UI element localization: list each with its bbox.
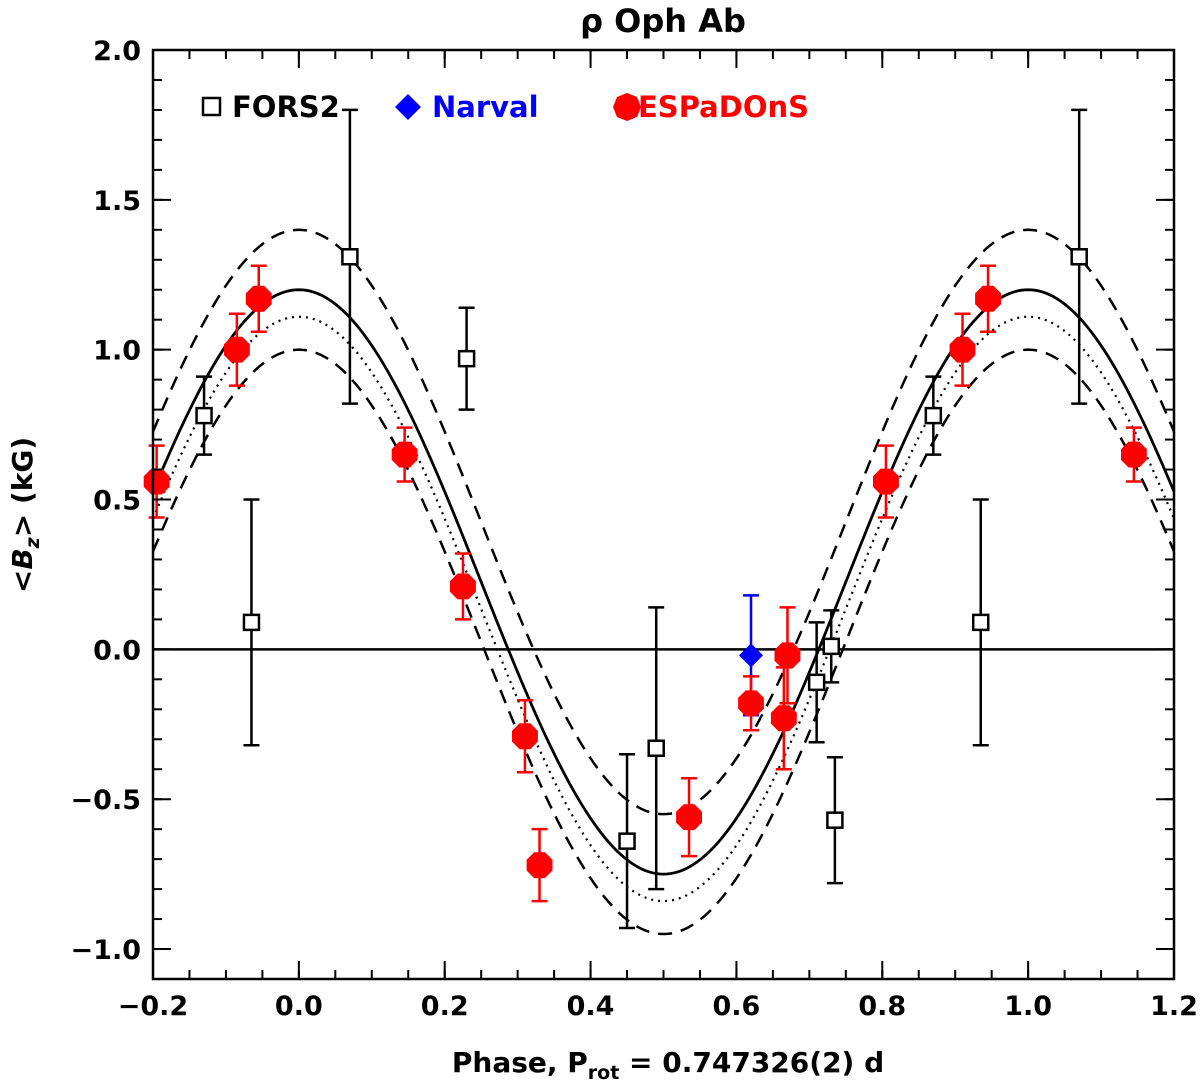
legend-label-narval: Narval [432,90,539,124]
y-tick-label: 1.5 [93,186,141,217]
chart-title: ρ Oph Ab [580,2,746,40]
x-tick-label: 1.0 [1004,991,1052,1022]
y-axis-label-subscript: z [22,536,44,549]
y-tick-label: −1.0 [71,935,141,966]
x-tick-label: 1.2 [1150,991,1198,1022]
x-tick-label: 0.4 [567,991,615,1022]
fors2-point [457,349,476,368]
espadons-point [1121,441,1147,468]
series-espadons [143,264,1147,903]
espadons-point [873,468,899,495]
fors2-point [822,637,840,656]
legend-marker-espadons [613,93,641,121]
legend-label-espadons: ESPaDOnS [638,90,809,124]
fors2-point [826,811,844,829]
axis-tick-labels: −0.2 0.0 0.2 0.4 0.6 0.8 1.0 1.2 −1.0 −0.5 0.0 0.5 1… [71,36,1198,1022]
x-tick-label: 0.6 [713,991,761,1022]
fors2-point [647,739,665,757]
fors2-point [618,832,636,850]
fors2-point [341,248,359,266]
legend-label-fors2: FORS2 [232,90,340,124]
x-axis-label-suffix: = 0.747326(2) d [619,1046,884,1079]
x-axis-label-subscript: rot [588,1062,620,1084]
y-tick-label: 0.5 [93,486,141,517]
x-axis-label: Phase, Prot = 0.747326(2) d [452,1046,884,1084]
y-tick-label: 1.0 [93,336,141,367]
x-axis-label-prefix: Phase, P [452,1046,588,1079]
data-points [143,108,1147,930]
model-curves [151,228,1176,936]
x-tick-label: −0.2 [118,991,188,1022]
fors2-point [807,673,826,692]
legend-marker-narval [395,94,421,120]
series-fors2 [195,108,1088,930]
espadons-point [391,441,418,468]
espadons-point [450,573,476,600]
axis-ticks [152,49,1175,980]
espadons-point [770,705,797,732]
espadons-point [676,804,702,831]
espadons-point [526,852,553,879]
y-tick-label: 0.0 [93,635,141,666]
espadons-point [738,690,764,717]
y-tick-label: −0.5 [71,785,141,816]
x-tick-label: 0.0 [275,991,323,1022]
legend: FORS2 Narval ESPaDOnS [201,90,809,124]
y-axis-label-prefix: <B [6,548,39,593]
narval-point [739,643,764,668]
espadons-point [143,468,170,495]
fors2-point [242,613,261,632]
y-axis-label-suffix: > (kG) [6,437,39,537]
espadons-point [949,336,976,363]
fors2-point [1070,248,1088,266]
fors2-point [195,406,213,425]
fit-solid-curve [151,288,1176,876]
plot-frame [151,48,1176,981]
espadons-point [512,723,538,750]
fit-lower-dashed-curve [151,348,1176,936]
x-tick-label: 0.8 [858,991,906,1022]
y-axis-label: <Bz> (kG) [6,437,44,593]
x-tick-label: 0.2 [421,991,469,1022]
espadons-point [774,642,801,669]
fors2-point [971,613,990,632]
fit-upper-dashed-curve [151,228,1176,816]
fors2-point [924,406,943,425]
espadons-point [975,285,1001,312]
legend-marker-fors2 [201,96,222,117]
y-tick-label: 2.0 [93,36,141,67]
espadons-point [245,285,272,312]
espadons-point [223,336,250,363]
